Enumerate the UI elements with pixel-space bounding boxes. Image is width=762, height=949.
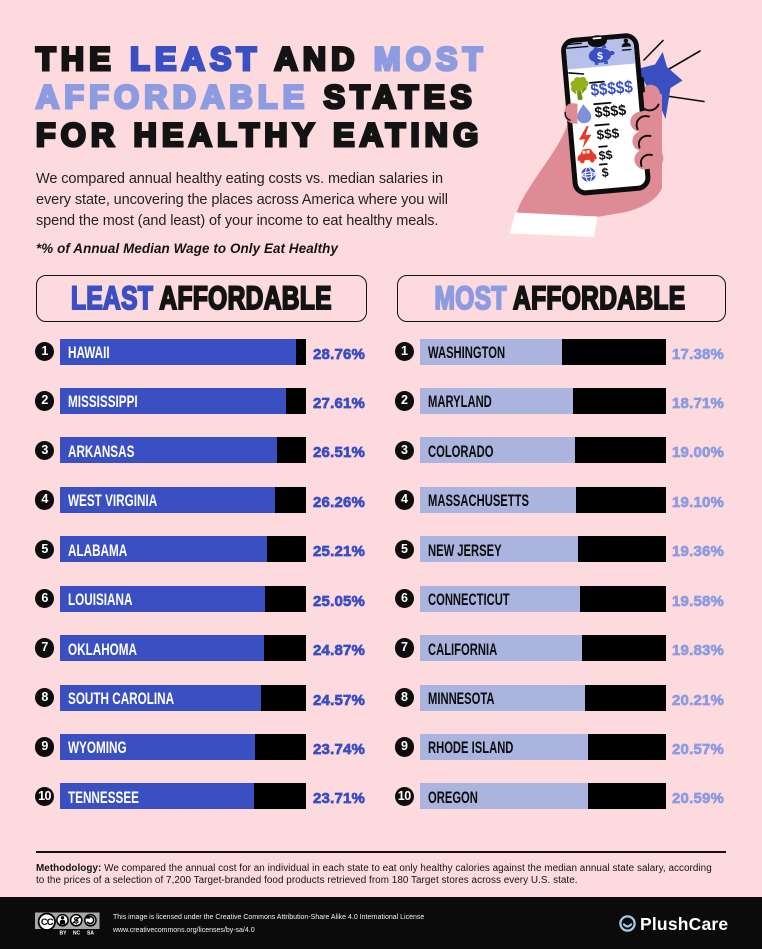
svg-text:$$$: $$$ — [596, 125, 620, 142]
svg-text:BY: BY — [60, 931, 68, 937]
svg-text:$$$$: $$$$ — [594, 103, 627, 122]
svg-text:NC: NC — [73, 931, 81, 937]
svg-text:$: $ — [597, 50, 604, 62]
svg-text:CC: CC — [41, 917, 54, 928]
svg-text:$: $ — [601, 165, 609, 180]
svg-text:$$: $$ — [598, 148, 613, 163]
svg-text:SA: SA — [87, 931, 94, 937]
svg-text:$$$$$: $$$$$ — [590, 77, 634, 100]
